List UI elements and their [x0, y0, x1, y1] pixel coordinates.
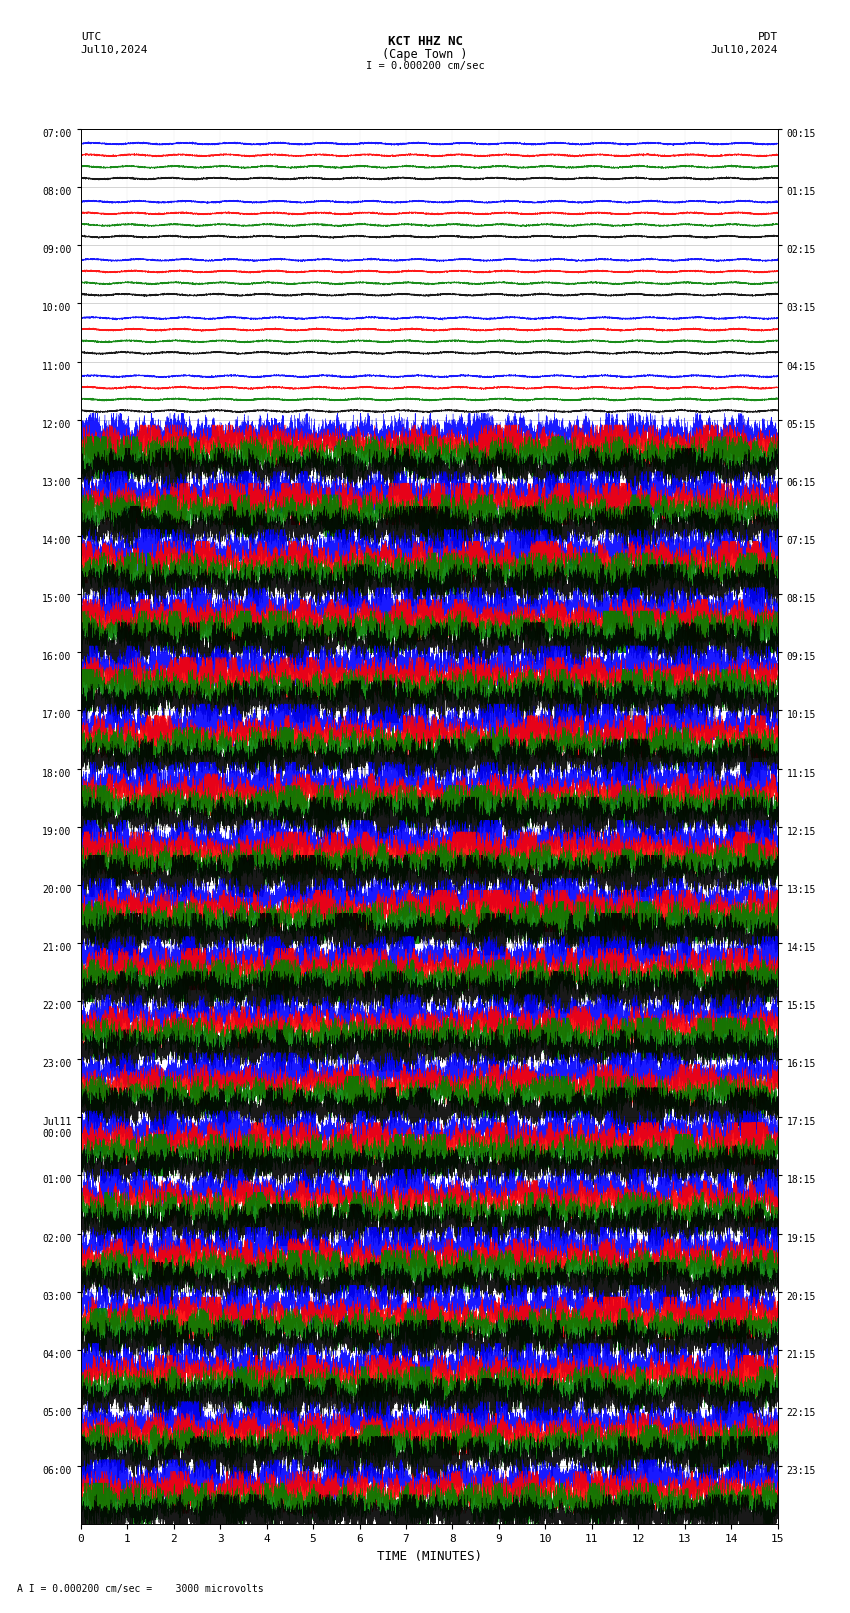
Text: Jul10,2024: Jul10,2024 [711, 45, 778, 55]
Text: PDT: PDT [757, 32, 778, 42]
Text: A I = 0.000200 cm/sec =    3000 microvolts: A I = 0.000200 cm/sec = 3000 microvolts [17, 1584, 264, 1594]
Text: Jul10,2024: Jul10,2024 [81, 45, 148, 55]
Text: KCT HHZ NC: KCT HHZ NC [388, 35, 462, 48]
Text: (Cape Town ): (Cape Town ) [382, 48, 468, 61]
Text: I = 0.000200 cm/sec: I = 0.000200 cm/sec [366, 61, 484, 71]
Text: UTC: UTC [81, 32, 101, 42]
X-axis label: TIME (MINUTES): TIME (MINUTES) [377, 1550, 482, 1563]
